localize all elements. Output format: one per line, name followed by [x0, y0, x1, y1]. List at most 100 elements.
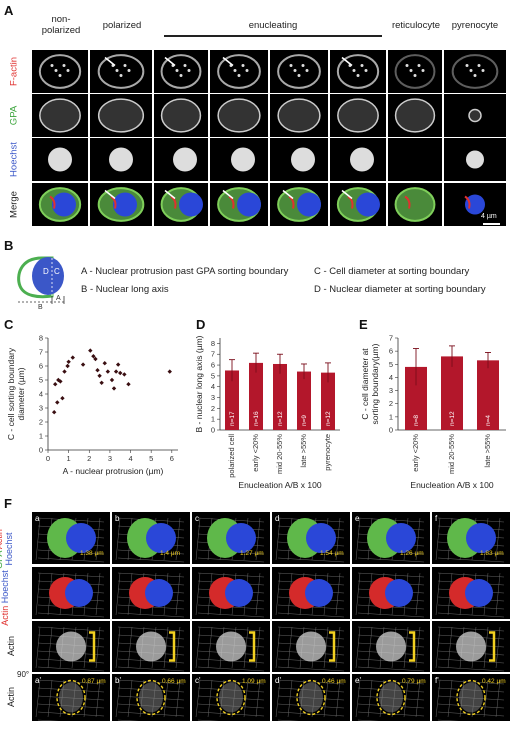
cell-image [336, 54, 380, 89]
grid-line [355, 517, 361, 561]
grid-line [367, 679, 373, 718]
measurement-label: 0.87 µm [82, 678, 106, 685]
grid-line [243, 679, 249, 718]
grid-line [275, 679, 281, 718]
micrograph-tile [330, 183, 386, 226]
grid-line [255, 517, 261, 561]
render-3d [275, 517, 345, 563]
grid-line [175, 572, 181, 616]
f-actin-ring [394, 54, 436, 89]
grid-line [415, 572, 421, 616]
grid-line [175, 517, 181, 561]
bar-chart-d: 0 1 2 3 4 56 7 8 n=17 polarized cell n=16 early <20… [194, 335, 340, 490]
nucleus [465, 579, 493, 607]
actin-speck [301, 64, 305, 67]
grid-line [357, 557, 425, 563]
grid-line [275, 572, 281, 616]
grid-line [495, 517, 501, 561]
gpa-membrane [394, 98, 436, 133]
y-axis-label: C - cell diameter at [360, 348, 370, 420]
grid-line [447, 626, 453, 669]
cell-image [48, 147, 72, 172]
grid-line [37, 612, 105, 618]
grid-line [357, 719, 379, 721]
grid-line [437, 711, 505, 717]
y-tick-label: 2 [389, 399, 393, 408]
render-3d [195, 679, 265, 721]
bar [273, 363, 287, 430]
y-axis-label: C - cell sorting boundary [6, 347, 16, 440]
actin-speck [413, 74, 417, 77]
actin-ring [379, 682, 403, 713]
render-3d [275, 679, 345, 721]
data-point [126, 382, 131, 387]
actin-speck [115, 69, 119, 72]
merge-nucleus [52, 192, 76, 217]
grid-line [437, 679, 505, 685]
grid-line [83, 679, 89, 718]
render-3d [275, 572, 345, 618]
data-point [109, 377, 115, 383]
cell-image [464, 194, 485, 215]
actin-ring [459, 682, 483, 713]
cell-image [231, 147, 255, 172]
grid-line [37, 719, 59, 721]
y-tick-label: 1 [211, 415, 215, 424]
gpa-membrane [97, 98, 145, 133]
actin-speck [364, 69, 368, 72]
grid-line [47, 626, 53, 669]
grid-line [207, 626, 213, 669]
grid-line [115, 572, 121, 616]
gpa-membrane [277, 98, 321, 133]
x-tick-label: 5 [149, 454, 153, 463]
grid-line [175, 679, 181, 718]
f-actin-ring [160, 54, 202, 89]
measurement-label: 1.26 µm [400, 550, 424, 557]
column-header: polarized [102, 20, 142, 31]
y-tick-label: 2 [211, 404, 215, 413]
grid-line [277, 557, 345, 563]
actin-speck [123, 64, 127, 67]
column-header: reticulocyte [391, 20, 441, 31]
grid-line [255, 572, 261, 616]
y-tick-label: 7 [389, 334, 393, 343]
grid-line [275, 626, 281, 669]
image-letter: e' [355, 676, 361, 685]
grid-line [277, 666, 345, 672]
legend-a: A - Nuclear protrusion past GPA sorting … [81, 266, 289, 277]
y-axis-label: diameter (µm) [16, 367, 26, 420]
actin-speck [477, 64, 481, 67]
merge-actin [49, 195, 56, 209]
rotation-label: 90° [17, 670, 30, 679]
merge-nucleus [237, 192, 261, 217]
grid-line [175, 626, 181, 669]
y-tick-label: 7 [39, 348, 43, 357]
n-label: n=12 [449, 411, 456, 426]
actin-speck [409, 69, 413, 72]
nucleus [225, 579, 253, 607]
grid-line [495, 679, 501, 718]
grid-line [197, 666, 265, 672]
column-header: non- polarized [41, 14, 81, 36]
row-label-merge: Merge [8, 190, 20, 218]
cell-image [394, 54, 436, 89]
measurement-label: 1.4 µm [160, 550, 181, 557]
micrograph-tile [32, 94, 88, 137]
nucleus [350, 147, 374, 172]
grid-line [435, 517, 441, 561]
actin-speck [58, 74, 62, 77]
arrow-icon [341, 189, 353, 200]
measurement-label: 0.79 µm [402, 678, 426, 685]
render-3d-tile: c' 1.09 µm [192, 674, 270, 721]
data-point [113, 369, 119, 374]
render-3d [115, 679, 185, 721]
bar [405, 366, 427, 430]
n-label: n=12 [277, 411, 284, 426]
measurement-label: 1.54 µm [320, 550, 344, 557]
merge-nucleus [179, 192, 203, 217]
cell-image [277, 187, 321, 222]
render-3d-tile: f' 0.42 µm [432, 674, 510, 721]
actin-speck [481, 69, 485, 72]
render-3d-tile: a' 0.87 µm [32, 674, 110, 721]
render-3d [355, 626, 425, 672]
